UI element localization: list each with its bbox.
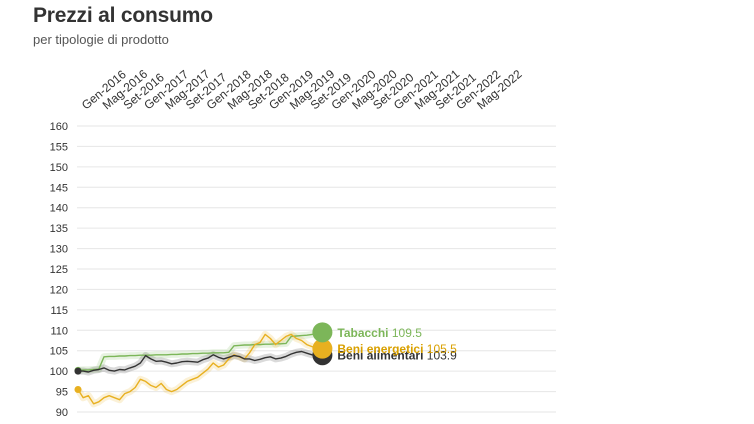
end-label-value: 105.5	[427, 342, 457, 356]
chart-subtitle: per tipologie di prodotto	[33, 32, 169, 47]
y-tick-label: 150	[50, 162, 68, 174]
y-tick-label: 95	[56, 387, 68, 399]
y-tick-label: 140	[50, 203, 68, 215]
y-tick-label: 120	[50, 284, 68, 296]
y-tick-label: 155	[50, 141, 68, 153]
end-label-beni_energetici: Beni energetici 105.5	[337, 342, 457, 356]
chart-title: Prezzi al consumo	[33, 4, 213, 27]
y-tick-label: 135	[50, 223, 68, 235]
series-line-beni_energetici	[77, 333, 323, 405]
end-label-value: 103.9	[427, 349, 457, 363]
end-dot-tabacchi	[312, 322, 333, 343]
start-dot-beni_alimentari	[74, 367, 82, 375]
y-tick-label: 110	[50, 325, 68, 337]
end-dot-beni_energetici	[312, 338, 333, 359]
end-label-name: Beni alimentari	[337, 349, 426, 363]
end-label-tabacchi: Tabacchi 109.5	[337, 326, 422, 340]
x-axis-ticks: Gen-2016Mag-2016Set-2016Gen-2017Mag-2017…	[79, 67, 525, 113]
series-line-beni_alimentari	[78, 350, 323, 373]
y-tick-label: 160	[50, 121, 68, 133]
y-tick-label: 130	[50, 244, 68, 256]
series-end-dots	[312, 322, 333, 366]
end-label-name: Tabacchi	[337, 326, 391, 340]
series-start-dots	[74, 366, 82, 394]
y-tick-label: 115	[50, 305, 68, 317]
series-line-tabacchi	[77, 331, 323, 371]
y-tick-label: 90	[56, 407, 68, 419]
y-tick-label: 125	[50, 264, 68, 276]
y-tick-label: 145	[50, 182, 68, 194]
y-tick-label: 100	[50, 366, 68, 378]
start-dot-beni_energetici	[74, 386, 82, 394]
end-label-name: Beni energetici	[337, 342, 426, 356]
end-label-value: 109.5	[392, 326, 422, 340]
end-label-beni_alimentari: Beni alimentari 103.9	[337, 349, 457, 363]
y-tick-label: 105	[50, 346, 68, 358]
series-lines	[77, 331, 323, 405]
y-grid: 90 95 100 105 110 115 120 125 130 135 140 145 150 155…	[50, 121, 556, 419]
